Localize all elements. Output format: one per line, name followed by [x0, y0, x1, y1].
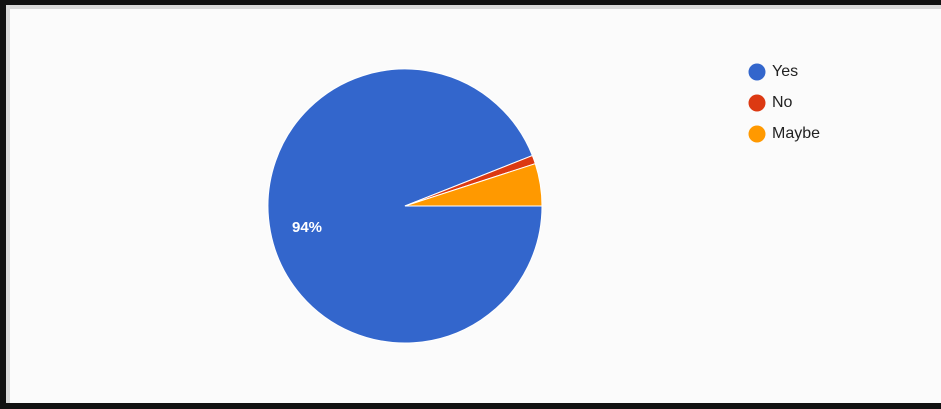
- pie-slices: [267, 68, 543, 344]
- legend-label-maybe: Maybe: [772, 125, 820, 142]
- legend-label-yes: Yes: [772, 63, 798, 80]
- data-label-yes: 94%: [292, 219, 322, 236]
- legend: Yes No Maybe: [748, 63, 820, 143]
- pie-labels: 94%: [292, 219, 322, 236]
- legend-marker-maybe: [748, 125, 766, 143]
- chart-area: [6, 5, 941, 403]
- legend-label-no: No: [772, 94, 793, 111]
- legend-marker-yes: [748, 63, 766, 81]
- pie-slice-maybe: [404, 163, 543, 207]
- legend-marker-no: [748, 94, 766, 112]
